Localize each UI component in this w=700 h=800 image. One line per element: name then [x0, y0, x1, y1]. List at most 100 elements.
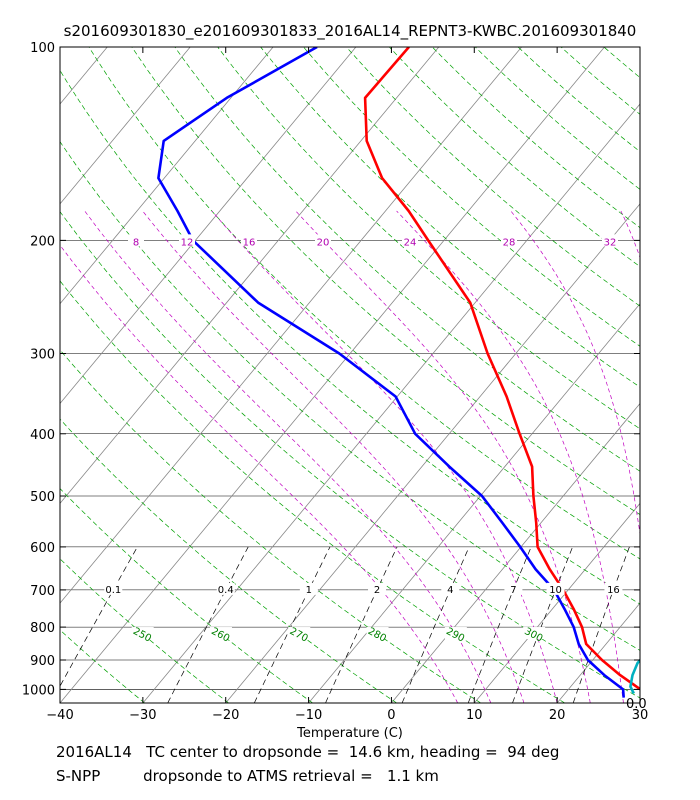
- thetae-label-bg: [602, 234, 618, 247]
- dry-adiabat: [60, 280, 565, 703]
- mixing-ratio-line: [512, 546, 573, 703]
- dry-adiabat: [389, 47, 640, 268]
- mixing-ratio-label: 2: [374, 585, 380, 596]
- x-tick-label: 20: [549, 708, 566, 723]
- moist-adiabat: [510, 210, 640, 538]
- dry-adiabat: [260, 47, 640, 388]
- mixing-ratio-label: 0.4: [218, 585, 234, 596]
- dry-adiabat: [517, 47, 640, 153]
- isotherm-gridline: [0, 47, 25, 703]
- dry-adiabat: [432, 47, 640, 229]
- mixing-ratio-label-bg: [441, 582, 460, 595]
- atms-retrieval-line: [629, 658, 640, 695]
- thetae-label: 20: [317, 237, 330, 248]
- isotherm-gridline: [639, 702, 640, 703]
- y-tick-label: 700: [30, 584, 55, 599]
- mixing-ratio-label-bg: [546, 582, 565, 595]
- mixing-ratio-line: [253, 546, 331, 703]
- dry-adiabat: [303, 47, 640, 347]
- moist-adiabat: [142, 210, 525, 703]
- mixing-ratio-label: 16: [607, 585, 620, 596]
- dry-adiabat: [60, 349, 481, 703]
- isotherm-gridline: [142, 103, 640, 703]
- isotherm-gridline: [391, 402, 640, 703]
- isotherm-gridline: [60, 47, 605, 703]
- y-tick-label: 200: [30, 234, 55, 249]
- isotherm-gridline: [60, 47, 522, 604]
- isotherm-gridline: [225, 203, 640, 703]
- mixing-ratio-label: 10: [549, 585, 562, 596]
- mixing-ratio-label-bg: [216, 582, 235, 595]
- x-tick-label: −20: [212, 708, 239, 723]
- moist-adiabat: [211, 210, 558, 703]
- dewpoint-profile-line: [157, 47, 625, 698]
- thetae-label-bg: [241, 234, 257, 247]
- theta-label-bg: [131, 627, 154, 640]
- x-tick-label: 10: [466, 708, 483, 723]
- x-tick-label: −40: [46, 708, 73, 723]
- isotherm-gridline: [556, 602, 640, 703]
- mixing-ratio-label: 7: [510, 585, 516, 596]
- thetae-label-bg: [128, 234, 144, 247]
- isotherm-gridline: [308, 303, 640, 703]
- dry-adiabat: [131, 47, 640, 515]
- moist-adiabat: [620, 210, 640, 259]
- moist-adiabat: [84, 210, 492, 703]
- mixing-ratio-line: [325, 546, 398, 703]
- dry-adiabat: [60, 69, 640, 605]
- mixing-ratio-label-bg: [604, 582, 623, 595]
- mixing-ratio-line: [401, 546, 470, 703]
- y-tick-label: 900: [30, 654, 55, 669]
- y-tick-label: 500: [30, 490, 55, 505]
- dry-adiabat: [217, 47, 640, 430]
- x-tick-label: −30: [129, 708, 156, 723]
- moist-adiabat: [396, 210, 624, 703]
- thetae-label-bg: [179, 234, 195, 247]
- dry-adiabat: [647, 47, 700, 703]
- y-tick-label: 300: [30, 347, 55, 362]
- mixing-ratio-label-bg: [104, 582, 123, 595]
- dry-adiabat: [174, 47, 640, 472]
- plot-frame: [59, 46, 641, 704]
- mixing-ratio-label: 4: [447, 585, 453, 596]
- y-tick-label: 600: [30, 541, 55, 556]
- mixing-ratio-label-bg: [368, 582, 387, 595]
- theta-label-bg: [288, 627, 311, 640]
- thetae-label: 32: [604, 237, 617, 248]
- thetae-label: 16: [243, 237, 256, 248]
- theta-label-bg: [523, 627, 546, 640]
- thetae-label: 28: [503, 237, 516, 248]
- x-tick-label: −10: [295, 708, 322, 723]
- mixing-ratio-label: 0.1: [105, 585, 121, 596]
- y-tick-label: 800: [30, 621, 55, 636]
- info-line-distance: 2016AL14 TC center to dropsonde = 14.6 k…: [56, 743, 560, 761]
- isotherm-gridline: [60, 47, 191, 205]
- thetae-label-bg: [315, 234, 331, 247]
- corner-label: 0.0: [626, 697, 647, 712]
- chart-title: s201609301830_e201609301833_2016AL14_REP…: [63, 22, 637, 40]
- isotherm-gridline: [60, 47, 108, 105]
- isotherm-gridline: [473, 502, 640, 703]
- temperature-profile-line: [363, 47, 640, 691]
- moist-adiabat: [295, 210, 591, 703]
- dry-adiabat: [60, 629, 145, 703]
- info-line-retrieval: S-NPP dropsonde to ATMS retrieval = 1.1 …: [56, 767, 439, 785]
- thetae-label-bg: [402, 234, 418, 247]
- dry-adiabat: [60, 701, 61, 703]
- dry-adiabat: [60, 418, 397, 703]
- dry-adiabat: [603, 47, 640, 79]
- dry-adiabat: [560, 47, 640, 115]
- moist-adiabat: [60, 244, 459, 703]
- thetae-label: 12: [181, 237, 194, 248]
- isotherm-gridline: [60, 47, 274, 305]
- mixing-ratio-line: [572, 546, 630, 703]
- x-tick-label: 0: [387, 708, 395, 723]
- dry-adiabat: [474, 47, 640, 190]
- isotherm-gridline: [60, 47, 440, 504]
- mixing-ratio-label-bg: [504, 582, 523, 595]
- y-tick-label: 100: [30, 41, 55, 56]
- thetae-label: 8: [133, 237, 139, 248]
- y-tick-label: 400: [30, 428, 55, 443]
- thetae-label: 24: [404, 237, 417, 248]
